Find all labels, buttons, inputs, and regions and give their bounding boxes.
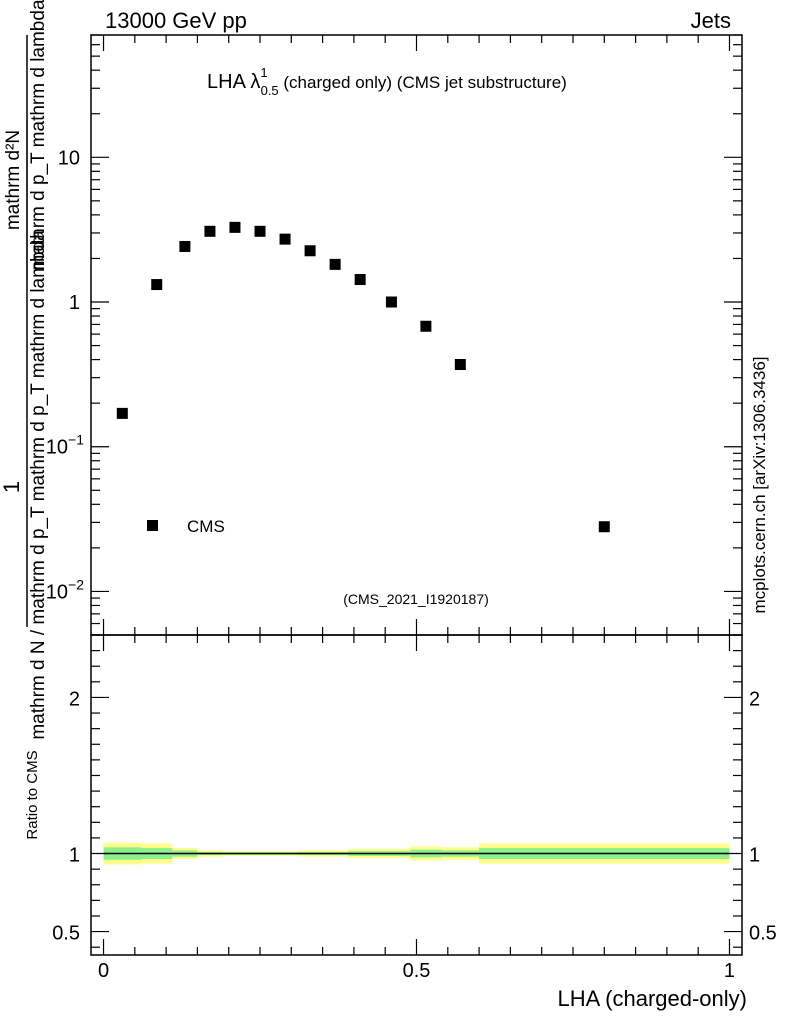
category-label: Jets <box>691 8 731 33</box>
y-label-denominator: mathrm d N / mathrm d p_T mathrm d p_T m… <box>28 230 49 740</box>
data-point <box>304 245 316 257</box>
legend-label: CMS <box>187 517 225 536</box>
ratio-y-tick-label-left: 2 <box>69 688 80 710</box>
side-label: mcplots.cern.ch [arXiv:1306.3436] <box>750 356 769 613</box>
ratio-x-tick-labels: 0 0.5 1 <box>98 960 735 982</box>
data-point <box>279 233 291 245</box>
y-label-numerator: 1 <box>0 481 24 493</box>
y-tick-label-base: 10 <box>46 437 68 459</box>
data-point <box>151 279 163 291</box>
ratio-ticks <box>91 634 742 955</box>
ratio-y-label: Ratio to CMS <box>24 750 41 839</box>
y-label-upper-bottom: mathrm d p_T mathrm d lambda <box>28 0 49 271</box>
data-point <box>385 296 397 308</box>
ratio-y-tick-label-right: 1 <box>749 845 760 867</box>
ratio-y-tick-labels: 2 2 1 1 0.5 0.5 <box>52 688 777 944</box>
data-point <box>454 358 466 370</box>
y-tick-label-base: 10 <box>46 581 68 603</box>
data-point <box>598 521 610 533</box>
y-tick-label: 1 <box>69 292 80 314</box>
data-point <box>179 240 191 252</box>
data-point <box>204 225 216 237</box>
y-tick-label-exponent: −1 <box>68 432 84 448</box>
legend-marker <box>147 520 158 531</box>
data-point <box>420 320 432 332</box>
ratio-y-tick-label-right: 0.5 <box>749 923 777 945</box>
x-tick-label: 0.5 <box>403 960 431 982</box>
data-point <box>229 221 241 233</box>
data-point <box>354 274 366 286</box>
ratio-y-tick-label-right: 2 <box>749 688 760 710</box>
data-point <box>254 225 266 237</box>
data-point <box>116 407 128 419</box>
data-point <box>329 258 341 270</box>
analysis-id: (CMS_2021_I1920187) <box>343 591 489 607</box>
title-sub: 0.5 <box>261 83 279 98</box>
x-axis-label: LHA (charged-only) <box>557 986 747 1011</box>
plot-title: LHA λ1 0.5 (charged only) (CMS jet substr… <box>207 65 567 98</box>
main-y-label: 1 mathrm d N / mathrm d p_T mathrm d p_T… <box>0 0 49 740</box>
y-tick-label: 10−1 <box>46 432 84 459</box>
data-markers <box>116 221 610 533</box>
x-tick-label: 0 <box>98 960 109 982</box>
y-tick-label-exponent: −2 <box>68 576 84 592</box>
main-panel-frame <box>90 34 743 636</box>
ratio-panel-frame <box>90 634 743 956</box>
main-ticks <box>91 34 742 636</box>
y-label-upper-top: mathrm d²N <box>3 130 24 230</box>
ratio-y-tick-label-left: 0.5 <box>52 923 80 945</box>
y-tick-label: 10 <box>58 147 80 169</box>
ratio-y-tick-label-left: 1 <box>69 845 80 867</box>
title-suffix: (charged only) (CMS jet substructure) <box>279 73 567 92</box>
energy-label: 13000 GeV pp <box>105 8 247 33</box>
title-prefix: LHA λ <box>207 71 260 93</box>
x-tick-label: 1 <box>724 960 735 982</box>
title-sup: 1 <box>260 65 267 80</box>
y-tick-label: 10−2 <box>46 576 84 603</box>
